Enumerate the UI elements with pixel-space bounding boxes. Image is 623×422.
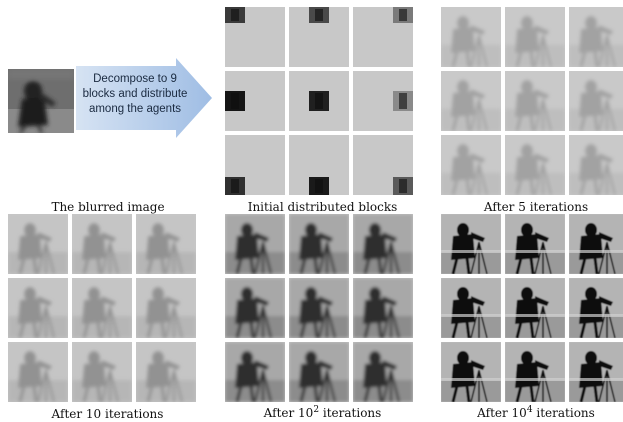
image-block (8, 214, 68, 274)
image-block (72, 342, 132, 402)
image-block (441, 7, 501, 67)
image-block (441, 342, 501, 402)
arrow-label: Decompose to 9 blocks and distribute amo… (80, 72, 190, 117)
image-block (505, 342, 565, 402)
caption-initial: Initial distributed blocks (247, 200, 398, 214)
caption-after-100: After 102 iterations (263, 405, 382, 420)
grid-after-10000 (441, 214, 623, 402)
image-block (353, 214, 413, 274)
image-block (289, 71, 349, 131)
image-block (569, 342, 623, 402)
arrow-label-line2: blocks and distribute (82, 88, 188, 100)
image-block (569, 135, 623, 195)
image-block (225, 278, 285, 338)
image-block (136, 278, 196, 338)
caption-after-5: After 5 iterations (483, 200, 589, 214)
image-block (441, 135, 501, 195)
image-block (353, 278, 413, 338)
image-block (505, 71, 565, 131)
grid-after-10 (8, 214, 196, 402)
image-block (569, 71, 623, 131)
image-block (72, 214, 132, 274)
image-block (441, 214, 501, 274)
image-block (353, 7, 413, 67)
image-block (72, 278, 132, 338)
arrow-shape (76, 58, 212, 138)
grid-after-100 (225, 214, 413, 402)
image-block (8, 342, 68, 402)
grid-after-5 (441, 7, 623, 195)
image-block (136, 214, 196, 274)
image-block (505, 135, 565, 195)
image-block (353, 342, 413, 402)
image-block (353, 135, 413, 195)
image-block (225, 7, 285, 67)
image-block (136, 342, 196, 402)
image-block (289, 278, 349, 338)
grid-initial-blocks (225, 7, 413, 195)
image-block (289, 342, 349, 402)
blurred-image (8, 69, 74, 133)
image-block (505, 7, 565, 67)
image-block (505, 278, 565, 338)
image-block (569, 7, 623, 67)
image-block (225, 135, 285, 195)
image-block (569, 278, 623, 338)
caption-blurred: The blurred image (51, 200, 165, 214)
image-block (289, 135, 349, 195)
image-block (289, 214, 349, 274)
image-block (225, 342, 285, 402)
image-block (353, 71, 413, 131)
decompose-arrow: Decompose to 9 blocks and distribute amo… (76, 58, 214, 138)
arrow-label-line3: among the agents (88, 103, 182, 115)
image-block (8, 278, 68, 338)
arrow-label-line1: Decompose to 9 (93, 73, 177, 85)
image-block (289, 7, 349, 67)
image-block (441, 278, 501, 338)
image-block (569, 214, 623, 274)
image-block (225, 214, 285, 274)
caption-after-10: After 10 iterations (51, 407, 164, 421)
caption-after-10000: After 104 iterations (477, 405, 595, 420)
image-block (505, 214, 565, 274)
image-block (225, 71, 285, 131)
image-block (441, 71, 501, 131)
